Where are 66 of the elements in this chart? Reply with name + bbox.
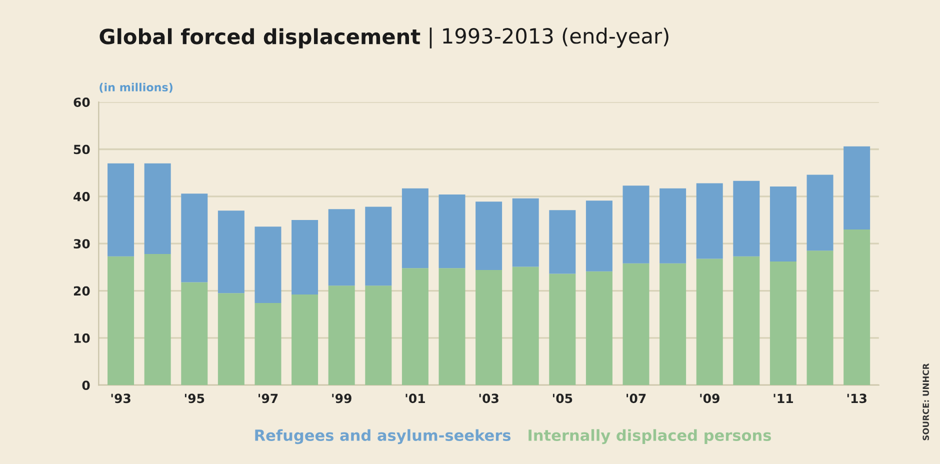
bar bbox=[438, 194, 466, 268]
y-tick-label: 0 bbox=[82, 380, 90, 390]
y-axis-title: (in millions) bbox=[100, 82, 172, 93]
bar bbox=[108, 163, 134, 256]
bar bbox=[476, 202, 502, 270]
bar bbox=[622, 263, 650, 386]
bar bbox=[254, 303, 282, 386]
bar bbox=[292, 220, 318, 295]
x-tick-label: '05 bbox=[552, 394, 572, 404]
chart-subtitle: | 1993-2013 (end-year) bbox=[430, 28, 668, 48]
bar bbox=[660, 263, 686, 386]
y-tick-label: 20 bbox=[74, 286, 90, 296]
x-tick-label: '03 bbox=[479, 394, 498, 404]
bar bbox=[402, 268, 428, 386]
bar bbox=[512, 266, 539, 386]
bar bbox=[365, 206, 392, 286]
bar bbox=[586, 200, 612, 272]
bar bbox=[218, 210, 244, 294]
y-tick-label: 60 bbox=[74, 98, 90, 108]
bar bbox=[586, 271, 612, 386]
bar bbox=[733, 180, 760, 256]
x-tick-label: '93 bbox=[111, 394, 130, 404]
bar bbox=[402, 188, 428, 268]
bar bbox=[844, 229, 870, 386]
bar bbox=[622, 186, 650, 264]
x-tick-label: '99 bbox=[332, 394, 352, 404]
bar bbox=[438, 268, 466, 386]
x-tick-label: '11 bbox=[774, 394, 793, 403]
x-tick-label: '01 bbox=[406, 394, 425, 404]
text: Internally displaced persons bbox=[528, 429, 772, 444]
bar bbox=[844, 146, 870, 230]
x-tick-label: '07 bbox=[626, 394, 646, 404]
bar bbox=[512, 198, 539, 267]
bar bbox=[365, 286, 392, 386]
bar bbox=[328, 209, 355, 286]
bar bbox=[144, 163, 171, 254]
bar bbox=[181, 194, 208, 282]
bar bbox=[770, 186, 796, 262]
y-tick-label: 10 bbox=[74, 333, 90, 343]
source-note: SOURCE: UNHCR bbox=[922, 363, 929, 440]
x-tick-label: '13 bbox=[847, 394, 866, 404]
bar bbox=[696, 258, 723, 386]
bar bbox=[549, 274, 576, 386]
bar bbox=[144, 254, 171, 386]
bar bbox=[292, 294, 318, 386]
text: Refugees and asylum-seekers bbox=[255, 429, 511, 444]
bar bbox=[733, 256, 760, 386]
x-tick-label: '97 bbox=[258, 394, 278, 404]
chart-title: Global forced displacement bbox=[100, 28, 420, 48]
bar bbox=[770, 262, 796, 386]
bar bbox=[218, 293, 244, 386]
bar bbox=[806, 250, 834, 386]
x-tick-label: '09 bbox=[700, 394, 720, 404]
bar bbox=[254, 226, 282, 304]
y-tick-label: 50 bbox=[74, 144, 90, 154]
bar bbox=[181, 282, 208, 386]
bar bbox=[806, 174, 834, 251]
bar bbox=[476, 270, 502, 386]
y-tick-label: 40 bbox=[74, 192, 90, 202]
y-tick-label: 30 bbox=[74, 239, 90, 249]
bar bbox=[549, 210, 576, 274]
bar bbox=[328, 286, 355, 386]
x-tick-label: '95 bbox=[184, 394, 204, 404]
bar bbox=[660, 188, 686, 264]
bar bbox=[696, 183, 723, 259]
bar bbox=[108, 256, 134, 386]
